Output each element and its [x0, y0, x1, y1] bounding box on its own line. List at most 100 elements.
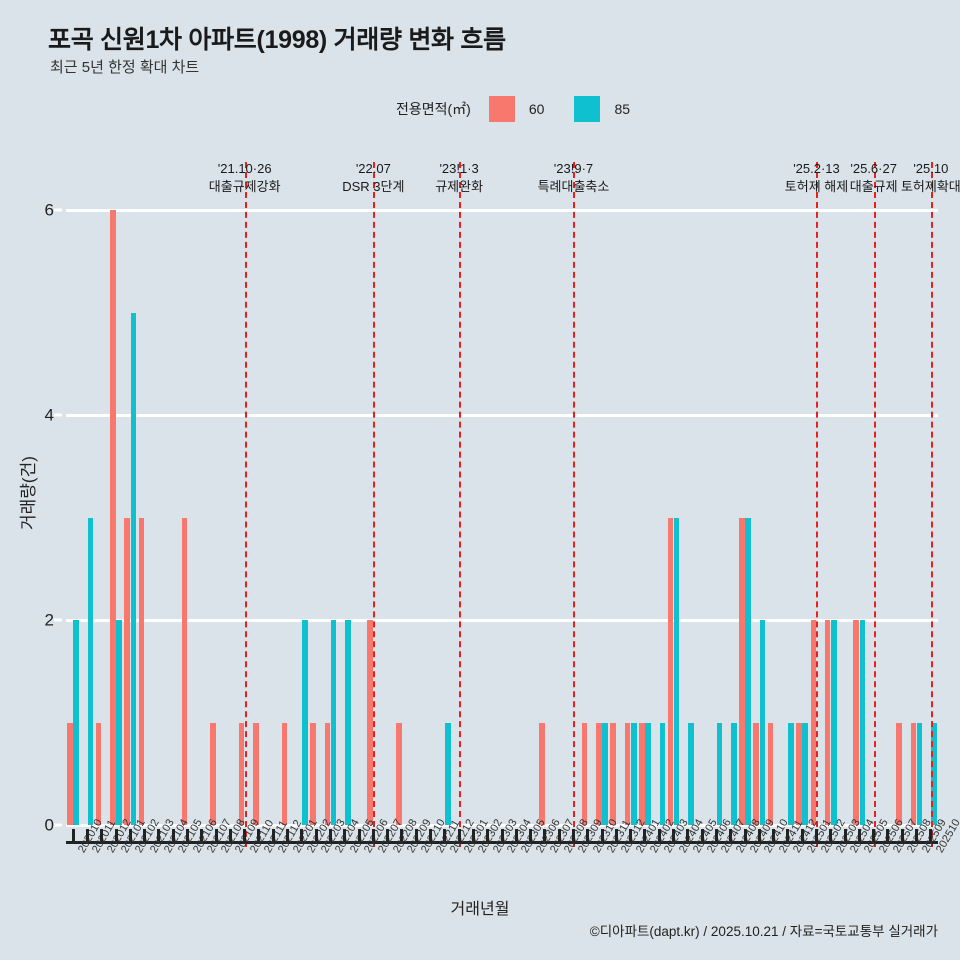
bar-85-202505[interactable] [859, 620, 866, 825]
bar-85-202202[interactable] [302, 620, 308, 825]
x-axis-tick-mark [814, 829, 818, 841]
x-axis-tick-mark [886, 829, 890, 841]
bar-60-202402[interactable] [639, 722, 645, 825]
bar-60-202207[interactable] [367, 620, 374, 825]
bar-85-202403[interactable] [659, 722, 666, 825]
event-date: '25.2·13 [793, 161, 840, 176]
x-axis-tick-mark [300, 829, 304, 841]
bar-60-202102[interactable] [124, 517, 131, 825]
bar-60-202508[interactable] [896, 722, 902, 825]
bar-60-202312[interactable] [610, 722, 617, 825]
x-axis-tick-mark [328, 829, 332, 841]
bar-85-202010[interactable] [73, 620, 80, 825]
bar-60-202410[interactable] [753, 722, 759, 825]
bar-85-202011[interactable] [87, 517, 94, 825]
bar-85-202101[interactable] [116, 620, 122, 825]
event-text: 토허제확대 [900, 178, 960, 194]
bar-85-202408[interactable] [731, 722, 737, 825]
x-axis-tick-mark [900, 829, 904, 841]
bar-60-202010[interactable] [67, 722, 73, 825]
bar-85-202404[interactable] [673, 517, 680, 825]
bar-60-202203[interactable] [310, 722, 316, 825]
bar-85-202407[interactable] [716, 722, 723, 825]
bar-60-202106[interactable] [181, 517, 188, 825]
x-axis-tick-mark [157, 829, 161, 841]
x-axis-tick-mark [457, 829, 461, 841]
bar-60-202201[interactable] [281, 722, 288, 825]
event-text: 토허제 해제 [784, 178, 849, 194]
bar-85-202311[interactable] [602, 722, 608, 825]
bar-60-202310[interactable] [581, 722, 588, 825]
bar-85-202402[interactable] [645, 722, 651, 825]
event-annotation-202301: '23!1·3 규제완화 [435, 160, 483, 195]
bar-60-202409[interactable] [739, 517, 745, 825]
x-axis-tick-mark [214, 829, 218, 841]
x-axis-tick-mark [228, 829, 232, 841]
y-axis-tick-label: 2 [44, 610, 54, 630]
bar-85-202205[interactable] [345, 620, 351, 825]
bar-85-202401[interactable] [630, 722, 637, 825]
bar-85-202410[interactable] [759, 620, 766, 825]
y-axis-tick-mark [54, 208, 62, 212]
x-axis-tick-mark [600, 829, 604, 841]
bar-85-202102[interactable] [130, 312, 137, 825]
bar-85-202509[interactable] [916, 722, 923, 825]
bar-60-202404[interactable] [667, 517, 674, 825]
bar-60-202101[interactable] [110, 210, 116, 825]
y-axis-tick-mark [54, 413, 62, 417]
bar-60-202509[interactable] [910, 722, 917, 825]
y-axis-tick-mark [54, 618, 62, 622]
x-axis-tick-mark [829, 829, 833, 841]
bar-60-202501[interactable] [796, 722, 802, 825]
bar-85-202510[interactable] [931, 722, 937, 825]
bar-60-202411[interactable] [767, 722, 774, 825]
legend-swatch-85 [574, 96, 601, 122]
legend-swatch-60 [488, 96, 515, 122]
event-annotation-202506: '25.6·27 대출규제 [850, 160, 898, 195]
bar-60-202401[interactable] [624, 722, 631, 825]
event-date: '21.10·26 [217, 161, 272, 176]
bar-60-202204[interactable] [324, 722, 331, 825]
x-axis-tick-mark [843, 829, 847, 841]
x-axis-tick-mark [257, 829, 261, 841]
event-annotation-202510: '25.10 토허제확대 [901, 160, 960, 195]
bar-60-202311[interactable] [596, 722, 602, 825]
bar-60-202502[interactable] [810, 620, 817, 825]
bar-85-202501[interactable] [802, 722, 809, 825]
event-text: 대출규제강화 [208, 178, 281, 194]
event-text: DSR 3단계 [342, 178, 405, 194]
x-axis-tick-mark [71, 829, 75, 841]
event-text: 규제완화 [435, 178, 484, 194]
bar-85-202204[interactable] [330, 620, 337, 825]
x-axis-tick-mark [800, 829, 804, 841]
event-annotation-202309: '23!9·7 특례대출축소 [538, 160, 610, 195]
bar-85-202412[interactable] [788, 722, 794, 825]
bar-85-202409[interactable] [745, 517, 751, 825]
bar-60-202505[interactable] [853, 620, 860, 825]
bar-60-202108[interactable] [210, 722, 216, 825]
gridline [66, 413, 938, 417]
x-axis-tick-mark [414, 829, 418, 841]
y-axis-tick-label: 0 [44, 815, 54, 835]
bar-60-202111[interactable] [253, 722, 259, 825]
bar-60-202307[interactable] [538, 722, 545, 825]
bar-60-202209[interactable] [396, 722, 402, 825]
bar-85-202405[interactable] [688, 722, 694, 825]
bar-60-202103[interactable] [138, 517, 145, 825]
event-marker-line-202506 [873, 162, 876, 847]
bar-60-202110[interactable] [238, 722, 245, 825]
x-axis-tick-mark [772, 829, 776, 841]
x-axis-tick-mark [514, 829, 518, 841]
bar-85-202503[interactable] [831, 620, 837, 825]
bar-85-202212[interactable] [445, 722, 451, 825]
chart-legend: 전용면적(㎡) 60 85 [396, 96, 660, 122]
bar-60-202012[interactable] [95, 722, 102, 825]
event-date: '25.6·27 [850, 161, 897, 176]
x-axis-tick-mark [571, 829, 575, 841]
x-axis-tick-mark [686, 829, 690, 841]
page-title: 포곡 신원1차 아파트(1998) 거래량 변화 흐름 [48, 26, 506, 54]
bar-60-202503[interactable] [824, 620, 831, 825]
x-axis-tick-mark [500, 829, 504, 841]
x-axis-tick-mark [386, 829, 390, 841]
